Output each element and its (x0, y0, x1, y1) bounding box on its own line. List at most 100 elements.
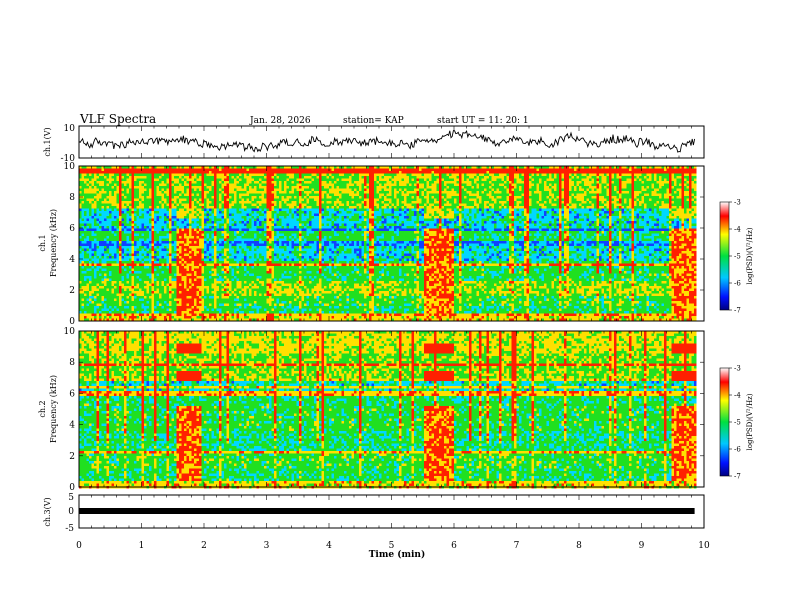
spectrogram-cell (281, 248, 284, 254)
spectrogram-cell (356, 241, 359, 246)
spectrogram-cell (169, 263, 172, 274)
spectrogram-cell (401, 166, 404, 169)
spectrogram-cell (244, 286, 247, 296)
spectrogram-cell (101, 286, 104, 289)
spectrogram-cell (184, 226, 187, 229)
spectrogram-cell (264, 313, 267, 321)
spectrogram-cell (124, 318, 127, 321)
spectrogram-cell (166, 221, 169, 224)
spectrogram-cell (99, 198, 102, 211)
spectrogram-cell (431, 196, 434, 199)
spectrogram-cell (339, 191, 342, 194)
spectrogram-cell (359, 218, 362, 224)
spectrogram-cell (191, 228, 194, 236)
spectrogram-cell (151, 313, 154, 321)
spectrogram-cell (234, 221, 237, 224)
spectrogram-cell (284, 198, 287, 204)
spectrogram-cell (321, 288, 324, 294)
spectrogram-cell (404, 256, 407, 259)
spectrogram-cell (304, 248, 307, 251)
spectrogram-cell (294, 266, 297, 274)
spectrogram-cell (221, 236, 224, 239)
spectrogram-cell (356, 166, 359, 169)
spectrogram-cell (336, 308, 339, 314)
spectrogram-cell (274, 168, 277, 174)
spectrogram-cell (231, 226, 234, 229)
spectrogram-cell (404, 286, 407, 289)
spectrogram-cell (431, 231, 434, 236)
spectrogram-cell (106, 206, 109, 209)
spectrogram-cell (436, 251, 439, 256)
spectrogram-cell (206, 238, 209, 241)
spectrogram-cell (101, 246, 104, 254)
spectrogram-cell (326, 241, 329, 246)
spectrogram-cell (231, 293, 234, 314)
spectrogram-cell (324, 168, 327, 174)
spectrogram-cell (324, 313, 327, 321)
spectrogram-cell (334, 253, 337, 256)
spectrogram-cell (156, 276, 159, 281)
spectrogram-cell (246, 196, 249, 199)
spectrogram-cell (299, 178, 302, 181)
spectrogram-cell (184, 208, 187, 211)
spectrogram-cell (219, 208, 222, 211)
spectrogram-cell (129, 168, 132, 174)
spectrogram-cell (331, 178, 334, 184)
spectrogram-cell (256, 263, 259, 266)
spectrogram-cell (194, 311, 197, 314)
spectrogram-cell (114, 266, 117, 281)
spectrogram-cell (344, 283, 347, 289)
spectrogram-cell (436, 278, 439, 281)
spectrogram-cell (159, 201, 162, 204)
spectrogram-cell (356, 301, 359, 304)
spectrogram-cell (109, 318, 112, 321)
spectrogram-cell (311, 198, 314, 209)
spectrogram-cell (96, 263, 99, 266)
spectrogram-cell (121, 253, 124, 256)
spectrogram-cell (211, 208, 214, 214)
spectrogram-cell (226, 208, 229, 219)
spectrogram-cell (406, 183, 409, 191)
spectrogram-cell (94, 291, 97, 296)
spectrogram-cell (431, 318, 434, 321)
spectrogram-cell (94, 186, 97, 194)
spectrogram-cell (316, 303, 319, 306)
spectrogram-cell (154, 271, 157, 279)
spectrogram-cell (84, 173, 87, 176)
spectrogram-cell (101, 278, 104, 281)
spectrogram-cell (154, 168, 157, 174)
spectrogram-cell (291, 181, 294, 184)
spectrogram-cell (441, 236, 444, 239)
spectrogram-cell (394, 176, 397, 186)
spectrogram-cell (81, 273, 84, 286)
spectrogram-cell (239, 191, 242, 194)
spectrogram-cell (326, 176, 329, 179)
spectrogram-cell (384, 288, 387, 291)
spectrogram-cell (196, 308, 199, 311)
spectrogram-cell (436, 256, 439, 259)
spectrogram-cell (326, 278, 329, 281)
spectrogram-cell (371, 276, 374, 281)
spectrogram-cell (266, 231, 269, 236)
spectrogram-cell (309, 256, 312, 259)
spectrogram-cell (164, 238, 167, 241)
spectrogram-cell (406, 261, 409, 264)
spectrogram-cell (356, 258, 359, 261)
spectrogram-cell (284, 173, 287, 181)
spectrogram-cell (174, 256, 177, 259)
spectrogram-cell (381, 253, 384, 256)
spectrogram-cell (121, 311, 124, 314)
spectrogram-cell (129, 231, 132, 234)
spectrogram-cell (106, 318, 109, 321)
spectrogram-cell (294, 261, 297, 264)
spectrogram-cell (299, 166, 302, 179)
spectrogram-cell (436, 193, 439, 201)
spectrogram-cell (354, 303, 357, 306)
spectrogram-cell (369, 246, 372, 249)
spectrogram-cell (109, 166, 112, 169)
spectrogram-cell (119, 253, 122, 256)
spectrogram-cell (201, 236, 204, 239)
spectrogram-cell (214, 236, 217, 244)
spectrogram-cell (299, 196, 302, 204)
spectrogram-cell (86, 263, 89, 266)
